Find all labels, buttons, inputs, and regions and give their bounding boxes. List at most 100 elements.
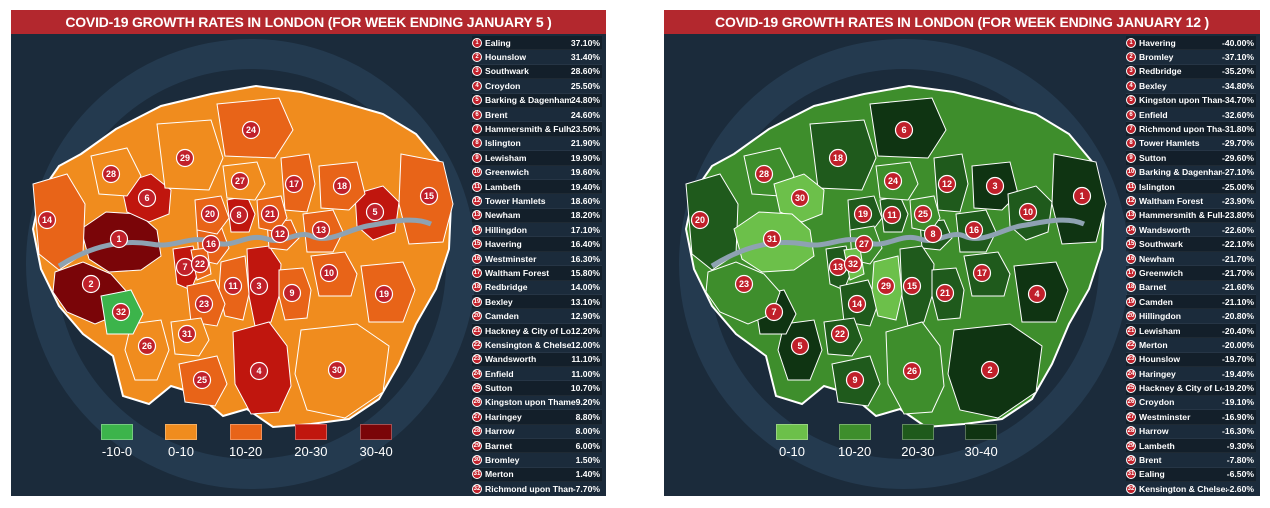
map-label: 24: [883, 171, 903, 191]
rank-badge: 24: [1126, 368, 1136, 379]
map-label: 2: [980, 360, 1000, 380]
borough-name: Redbridge: [1139, 66, 1182, 77]
ranking-row: 22 Kensington & Chelsea 12.00%: [472, 338, 602, 353]
borough-name: Sutton: [1139, 152, 1167, 163]
growth-rate: -29.60%: [1221, 152, 1254, 163]
rank-badge: 9: [472, 152, 482, 163]
growth-rate: 23.50%: [570, 124, 600, 135]
map-label-number: 3: [992, 181, 997, 191]
map-label-number: 4: [256, 366, 261, 376]
ranking-row: 12 Waltham Forest -23.90%: [1126, 194, 1256, 209]
map-label-number: 8: [236, 210, 241, 220]
legend-swatch: [165, 424, 197, 440]
map-label: 13: [311, 220, 331, 240]
map-label-number: 27: [235, 176, 245, 186]
map-label-number: 6: [901, 125, 906, 135]
map-label-circle: [845, 370, 865, 390]
map-label-circle: [853, 204, 873, 224]
map-label-number: 21: [265, 209, 275, 219]
map-label-number: 24: [246, 125, 256, 135]
legend-swatch: [901, 424, 934, 440]
rank-badge: 18: [1126, 282, 1136, 293]
ranking-row: 16 Westminster 16.30%: [472, 252, 602, 267]
map-label: 6: [137, 188, 157, 208]
ranking-row: 14 Wandsworth -22.60%: [1126, 223, 1256, 238]
growth-rate: -35.20%: [1221, 66, 1254, 77]
borough-name: Haringey: [485, 411, 522, 422]
legend-swatch: [294, 424, 327, 440]
map-label: 8: [229, 205, 249, 225]
growth-rate: 24.80%: [570, 95, 600, 106]
growth-rate: -19.70%: [1221, 354, 1254, 365]
map-label-circle: [734, 274, 754, 294]
rank-badge: 18: [472, 282, 482, 293]
legend-label: 30-40: [359, 444, 393, 459]
ranking-row: 15 Southwark -22.10%: [1126, 237, 1256, 252]
map-label: 29: [175, 148, 195, 168]
borough-name: Bromley: [1139, 52, 1174, 63]
map-label: 16: [201, 234, 221, 254]
ranking-row: 26 Croydon -19.10%: [1126, 396, 1256, 411]
growth-rate: 19.90%: [570, 152, 600, 163]
borough-name: Greenwich: [1139, 267, 1183, 278]
map-label-number: 23: [199, 299, 209, 309]
growth-rate: -31.80%: [1221, 124, 1254, 135]
rank-badge: 25: [1126, 383, 1136, 394]
ranking-row: 14 Hillingdon 17.10%: [472, 223, 602, 238]
borough-name: Tower Hamlets: [1139, 138, 1200, 149]
ranking-row: 11 Lambeth 19.40%: [472, 179, 602, 195]
map-label: 32: [843, 254, 863, 274]
rank-badge: 24: [472, 368, 482, 379]
right-map: 1234567891011121314151617181920212223242…: [684, 84, 1107, 429]
growth-rate: -22.60%: [1221, 224, 1254, 235]
rank-badge: 10: [1126, 167, 1136, 178]
map-label-number: 17: [289, 179, 299, 189]
map-label-number: 19: [379, 289, 389, 299]
map-label: 10: [319, 263, 339, 283]
map-label: 27: [854, 234, 874, 254]
growth-rate: -40.00%: [1221, 37, 1254, 48]
map-label-number: 4: [1034, 289, 1039, 299]
rank-badge: 31: [1126, 469, 1136, 480]
map-label-circle: [249, 361, 269, 381]
map-label-circle: [365, 202, 385, 222]
ranking-row: 6 Enfield -32.60%: [1126, 108, 1256, 123]
map-label: 25: [192, 370, 212, 390]
map-label-circle: [111, 302, 131, 322]
legend-swatch: [838, 424, 871, 440]
growth-rate: -23.90%: [1221, 195, 1254, 206]
rank-badge: 27: [472, 411, 482, 422]
map-label-number: 12: [942, 179, 952, 189]
map-label-number: 8: [930, 229, 935, 239]
map-label: 28: [754, 164, 774, 184]
growth-rate: -21.60%: [1221, 282, 1254, 293]
borough-name: Wandsworth: [1139, 224, 1191, 235]
map-label: 12: [937, 174, 957, 194]
rank-badge: 23: [1126, 354, 1136, 365]
map-label-circle: [830, 324, 850, 344]
borough-name: Barking & Dagenham: [1139, 167, 1222, 178]
map-label-circle: [762, 229, 782, 249]
rank-badge: 32: [472, 483, 482, 494]
ranking-row: 10 Greenwich 19.60%: [472, 166, 602, 180]
rank-badge: 25: [472, 383, 482, 394]
thames-river: [710, 217, 1086, 269]
map-label-number: 12: [275, 229, 285, 239]
rank-badge: 6: [472, 109, 482, 120]
rank-badge: 30: [1126, 455, 1136, 466]
map-label: 3: [249, 276, 269, 296]
borough-name: Enfield: [1139, 109, 1168, 120]
map-label: 13: [828, 257, 848, 277]
borough-name: Newham: [1139, 253, 1175, 264]
map-label: 9: [845, 370, 865, 390]
borough-name: Merton: [485, 469, 514, 480]
map-label: 18: [828, 148, 848, 168]
rank-badge: 13: [1126, 210, 1136, 221]
map-label-circle: [1072, 186, 1092, 206]
ranking-row: 17 Greenwich -21.70%: [1126, 266, 1256, 281]
map-label: 25: [913, 204, 933, 224]
map-label-number: 18: [337, 181, 347, 191]
map-label-number: 23: [739, 279, 749, 289]
borough-name: Kingston upon Thames: [1139, 95, 1222, 106]
